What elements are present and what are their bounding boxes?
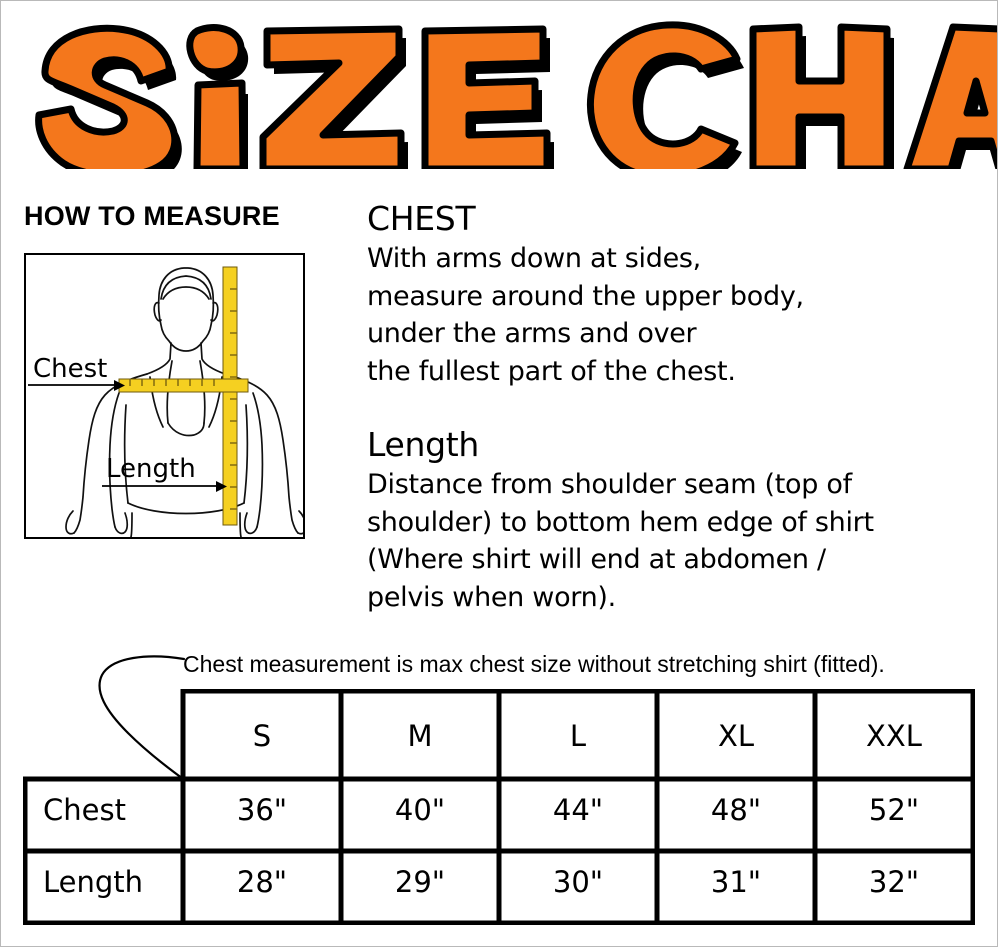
table-header-xl: XL — [717, 719, 755, 753]
length-description-block: Length Distance from shoulder seam (top … — [367, 425, 987, 616]
table-cell-chest-m: 40" — [394, 793, 446, 827]
chest-line-3: under the arms and over — [367, 318, 697, 349]
table-cell-chest-xxl: 52" — [868, 793, 920, 827]
diagram-chest-label: Chest — [33, 354, 107, 384]
table-cell-length-s: 28" — [236, 865, 288, 899]
chest-line-2: measure around the upper body, — [367, 280, 804, 312]
length-line-2: shoulder) to bottom hem edge of shirt — [367, 506, 874, 538]
table-header-s: S — [252, 719, 272, 753]
table-row-label-chest: Chest — [43, 793, 126, 827]
table-cell-length-xl: 31" — [710, 865, 762, 899]
size-table-grid — [23, 689, 975, 925]
length-callout: Length — [102, 454, 227, 492]
table-cell-length-l: 30" — [552, 865, 604, 899]
table-header-l: L — [569, 719, 587, 753]
chest-description-block: CHEST With arms down at sides, measure a… — [367, 199, 987, 390]
chest-note-text: Chest measurement is max chest size with… — [183, 651, 885, 677]
how-to-measure-heading: HOW TO MEASURE — [24, 201, 280, 231]
chest-line-1: With arms down at sides, — [367, 243, 701, 274]
length-title: Length — [367, 425, 480, 464]
length-line-4: pelvis when worn). — [367, 581, 616, 613]
length-line-3: (Where shirt will end at abdomen / — [367, 544, 826, 575]
table-cell-chest-s: 36" — [236, 793, 288, 827]
page-title: .tl-shadow { fill:#000; } .tl-fill { fil… — [1, 9, 997, 169]
measuring-tape-horizontal-icon — [118, 378, 249, 393]
chest-callout: Chest — [28, 354, 125, 391]
table-header-xxl: XXL — [866, 719, 922, 753]
how-to-measure-diagram: Chest Length — [24, 253, 305, 539]
table-cell-length-m: 29" — [394, 865, 446, 899]
table-cell-length-xxl: 32" — [868, 865, 920, 899]
size-table: S M L XL XXL Chest 36" 40" 44" 48" 52" L… — [23, 689, 975, 925]
table-cell-chest-l: 44" — [552, 793, 604, 827]
measuring-tape-vertical-icon — [222, 266, 238, 526]
table-row-label-length: Length — [43, 865, 144, 899]
chest-line-4: the fullest part of the chest. — [367, 355, 736, 387]
title-graphic: .tl-shadow { fill:#000; } .tl-fill { fil… — [35, 21, 997, 169]
chest-title: CHEST — [367, 199, 476, 238]
table-header-m: M — [407, 719, 433, 753]
length-line-1: Distance from shoulder seam (top of — [367, 469, 852, 500]
diagram-length-label: Length — [106, 454, 196, 484]
male-torso-tanktop-outline-icon: Chest Length — [28, 266, 303, 537]
table-cell-chest-xl: 48" — [710, 793, 762, 827]
